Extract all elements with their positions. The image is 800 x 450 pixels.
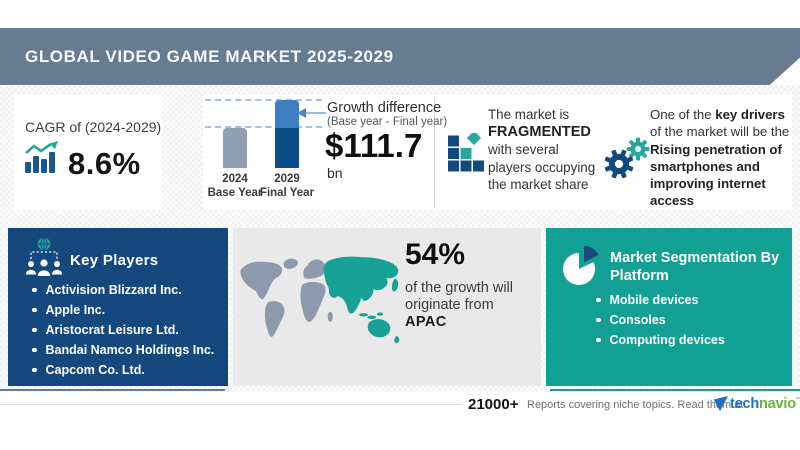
fragmented-squares-icon [448, 133, 484, 172]
world-map-apac-highlight [240, 256, 400, 344]
growth-difference-subtitle: (Base year - Final year) [327, 116, 448, 128]
segmentation-item: Computing devices [596, 330, 725, 350]
bar-2024-label: Base Year [207, 187, 263, 199]
technavio-wordmark-tech: tech [730, 396, 760, 412]
key-player-name: Aristocrat Leisure Ltd. [45, 323, 179, 337]
segmentation-item: Consoles [596, 310, 725, 330]
apac-share-value: 54% [405, 238, 466, 271]
navy-accent-line [0, 389, 225, 391]
bar-2024-caption: 2024 Base Year [203, 172, 267, 200]
bar-2024-year: 2024 [222, 173, 248, 185]
drivers-bold-driver-name: Rising penetration of smartphones and im… [650, 141, 782, 209]
key-player-item: Capcom Co. Ltd. [32, 360, 214, 380]
cagr-label: CAGR of (2024-2029) [25, 119, 162, 135]
segmentation-item: Mobile devices [596, 290, 725, 310]
footer-report-count: 21000+ [468, 396, 519, 413]
teal-accent-line [550, 389, 800, 391]
annotation-arrow-icon [297, 108, 306, 118]
technavio-logo: tech navio ™ [712, 396, 800, 412]
apac-text-line2: originate from [405, 297, 494, 314]
final-year-gridline [205, 99, 322, 101]
page-title: GLOBAL VIDEO GAME MARKET 2025-2029 [25, 47, 394, 66]
key-player-item: Apple Inc. [32, 300, 214, 320]
header-band [0, 28, 800, 85]
apac-text-line1: of the growth will [405, 280, 513, 296]
key-player-name: Activision Blizzard Inc. [45, 283, 182, 297]
key-players-panel: Key Players Activision Blizzard Inc. App… [8, 228, 228, 386]
bar-2029-label: Final Year [259, 187, 315, 199]
cagr-value: 8.6% [68, 146, 141, 181]
apac-map-panel: 54% of the growth will originate from AP… [233, 228, 541, 386]
fragmented-statement: The market is FRAGMENTED with several pl… [488, 106, 604, 194]
technavio-wordmark-navio: navio [759, 396, 796, 412]
bar-chart-growth-icon [25, 141, 58, 173]
fragmented-emphasis: FRAGMENTED [488, 123, 591, 140]
key-player-item: Bandai Namco Holdings Inc. [32, 340, 215, 360]
key-player-name: Capcom Co. Ltd. [45, 363, 145, 377]
segmentation-list: Mobile devices Consoles Computing device… [596, 290, 725, 350]
technavio-arrow-icon [713, 396, 728, 412]
bar-2029-caption: 2029 Final Year [255, 172, 319, 200]
bar-2029-base-segment [275, 128, 299, 168]
growth-difference-unit: bn [327, 165, 343, 181]
key-player-item: Aristocrat Leisure Ltd. [32, 320, 214, 340]
segmentation-title-line1: Market Segmentation By [610, 250, 780, 266]
section-divider [434, 97, 435, 208]
base-year-gridline [205, 126, 322, 128]
key-players-title: Key Players [70, 252, 159, 269]
growth-difference-title: Growth difference [327, 100, 442, 116]
apac-region-label: APAC [405, 314, 447, 331]
annotation-arrow-line [306, 112, 326, 114]
key-player-name: Apple Inc. [45, 303, 106, 317]
bar-2024 [223, 128, 247, 168]
bar-2029-growth-segment [275, 100, 299, 128]
key-player-item: Activision Blizzard Inc. [32, 280, 214, 300]
footer-divider [0, 404, 462, 405]
fragmented-line2: with several players occupying the marke… [488, 142, 596, 193]
segmentation-panel: Market Segmentation By Platform Mobile d… [546, 228, 792, 386]
key-drivers-statement: One of the key drivers of the market wil… [650, 106, 798, 210]
key-players-list: Activision Blizzard Inc. Apple Inc. Aris… [32, 280, 215, 380]
growth-difference-amount: $111.7 [325, 127, 423, 164]
segmentation-item-label: Consoles [609, 313, 666, 327]
drivers-bold-key-drivers: key drivers [715, 107, 785, 122]
cagr-card [14, 95, 162, 210]
org-chart-people-globe-icon [25, 237, 63, 276]
segmentation-title: Market Segmentation By Platform [610, 250, 785, 285]
bar-2029-year: 2029 [274, 173, 300, 185]
trademark-symbol: ™ [795, 397, 800, 403]
gears-icon [604, 137, 650, 179]
drivers-text-mid: of the market will be the [650, 124, 790, 140]
key-player-name: Bandai Namco Holdings Inc. [45, 343, 215, 357]
drivers-text-start: One of the [650, 107, 716, 122]
apac-share-text: of the growth will originate from APAC [405, 280, 513, 332]
segmentation-title-line2: Platform [610, 267, 669, 284]
pie-chart-icon [563, 245, 599, 285]
segmentation-item-label: Computing devices [609, 333, 725, 347]
fragmented-line1: The market is [488, 107, 570, 122]
footer-caption: Reports covering niche topics. Read them… [527, 399, 744, 411]
segmentation-item-label: Mobile devices [609, 293, 699, 307]
